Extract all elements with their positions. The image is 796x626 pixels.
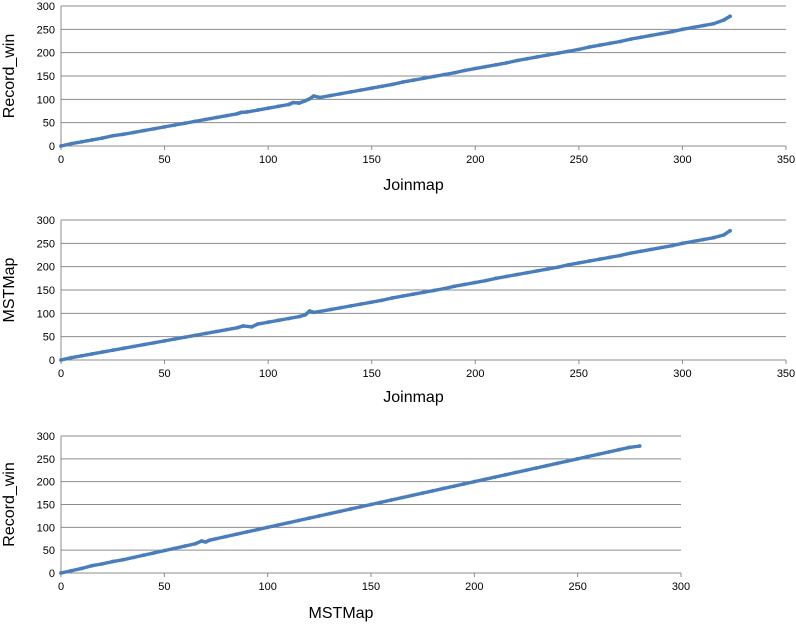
- data-point: [637, 444, 642, 448]
- x-tick-label: 300: [673, 368, 691, 380]
- y-axis-title: MSTMap: [1, 257, 18, 322]
- x-tick-label: 100: [259, 368, 277, 380]
- x-axis-title: MSTMap: [309, 605, 374, 622]
- x-tick-label: 100: [258, 581, 276, 593]
- x-tick-label: 50: [158, 368, 170, 380]
- x-tick-label: 0: [58, 368, 64, 380]
- x-tick-label: 200: [465, 581, 483, 593]
- y-tick-label: 200: [37, 262, 55, 274]
- x-tick-label: 50: [158, 581, 170, 593]
- x-tick-label: 200: [466, 154, 484, 166]
- x-tick-label: 150: [363, 154, 381, 166]
- y-tick-label: 150: [37, 500, 55, 512]
- y-tick-label: 50: [43, 118, 55, 130]
- scatter-chart-joinmap-vs-mstmap: 0 50 100 150 200 250 300 0 50 100 150 200 250 300 350 J…: [1, 215, 795, 406]
- x-tick-label: 150: [363, 368, 381, 380]
- x-tick-label: 250: [570, 368, 588, 380]
- x-tick-label: 300: [673, 154, 691, 166]
- data-points: [59, 228, 732, 362]
- y-tick-label: 300: [37, 431, 55, 443]
- y-tick-label: 300: [37, 215, 55, 227]
- y-tick-label: 50: [43, 332, 55, 344]
- y-tick-label: 200: [37, 477, 55, 489]
- data-point: [728, 14, 732, 19]
- y-tick-label: 250: [37, 24, 55, 36]
- y-tick-label: 100: [37, 308, 55, 320]
- y-tick-label: 100: [37, 94, 55, 106]
- y-axis-title: Record_win: [1, 462, 18, 546]
- y-tick-label: 200: [37, 48, 55, 60]
- x-tick-label: 150: [362, 581, 380, 593]
- x-tick-label: 100: [259, 154, 277, 166]
- data-points: [59, 444, 642, 575]
- y-tick-label: 150: [37, 285, 55, 297]
- y-tick-label: 50: [43, 545, 55, 557]
- y-tick-label: 0: [49, 568, 55, 580]
- x-tick-label: 350: [777, 368, 795, 380]
- x-tick-label: 200: [466, 368, 484, 380]
- y-tick-label: 100: [37, 522, 55, 534]
- y-tick-label: 150: [37, 71, 55, 83]
- y-axis-title: Record_win: [1, 34, 18, 118]
- y-tick-label: 250: [37, 454, 55, 466]
- y-tick-label: 0: [49, 141, 55, 153]
- x-tick-label: 300: [672, 581, 690, 593]
- scatter-chart-joinmap-vs-record-win: 0 50 100 150 200 250 300 0 50 100 150 200 250 300 350 J…: [1, 1, 795, 194]
- x-tick-label: 50: [158, 154, 170, 166]
- y-tick-label: 250: [37, 238, 55, 250]
- x-tick-label: 0: [58, 581, 64, 593]
- x-tick-label: 250: [568, 581, 586, 593]
- data-points: [59, 14, 732, 148]
- y-tick-label: 300: [37, 1, 55, 13]
- scatter-chart-mstmap-vs-record-win: 0 50 100 150 200 250 300 0 50 100 150 200 250 300 MSTM…: [1, 431, 690, 622]
- x-tick-label: 350: [777, 154, 795, 166]
- x-tick-label: 250: [570, 154, 588, 166]
- y-tick-label: 0: [49, 355, 55, 367]
- data-point: [728, 228, 732, 233]
- x-tick-label: 0: [58, 154, 64, 166]
- x-axis-title: Joinmap: [383, 389, 444, 406]
- x-axis-title: Joinmap: [383, 177, 444, 194]
